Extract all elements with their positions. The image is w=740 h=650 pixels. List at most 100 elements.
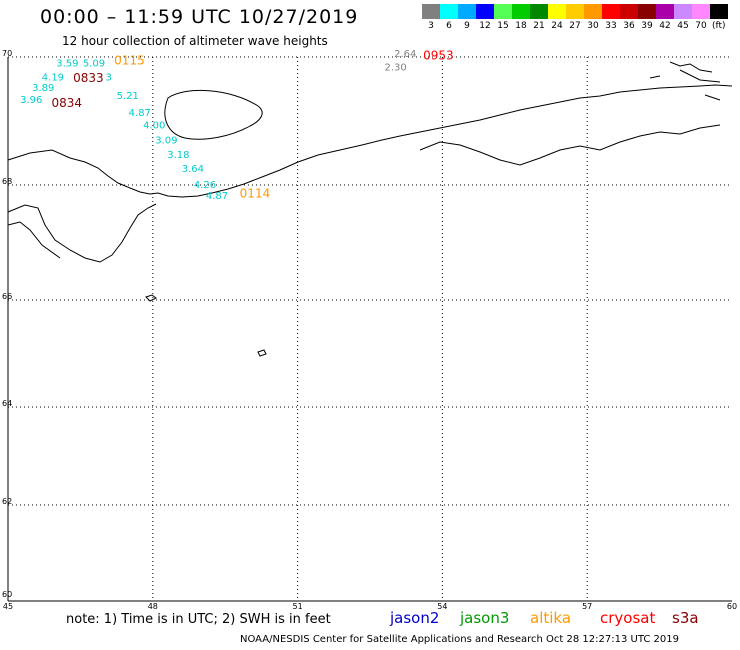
wave-height-observations: 3.59 5.09 4.19 3 3.893.96 5.21 4.87 4.00 3.09 3.1… [20,49,416,202]
scale-item: 42 [656,4,674,31]
scale-item: 36 [620,4,638,31]
wave-height-value: 4.00 [143,121,165,132]
scale-label: 30 [587,21,599,31]
wave-height-value: 4.87 [206,191,228,202]
scale-swatch [512,4,530,19]
scale-label: 36 [623,21,635,31]
scale-label: 9 [464,21,470,31]
northeast-islands [649,61,721,101]
scale-item: 3 [422,4,440,31]
lon-tick-label: 54 [437,602,447,611]
wave-height-value: 5.09 [83,59,105,70]
lat-tick-label: 70 [2,49,12,58]
scale-item: 9 [458,4,476,31]
lat-tick-label: 62 [2,497,12,506]
scale-label: 18 [515,21,527,31]
lon-tick-label: 48 [148,602,158,611]
wave-height-value: 3.18 [167,150,189,161]
mainland-coast [7,84,733,198]
scale-item: 30 [584,4,602,31]
wave-height-value: 3.89 [32,83,54,94]
scale-item: 33 [602,4,620,31]
scale-label: 21 [533,21,545,31]
scale-swatch [674,4,692,19]
wave-height-value: 5.21 [117,91,139,102]
scale-item: 6 [440,4,458,31]
wave-height-value: 3.59 [56,59,78,70]
scale-label: 6 [446,21,452,31]
satellite-legend-item: jason2 [390,609,440,627]
wave-height-value: 2.30 [384,62,406,73]
scale-label: 15 [497,21,509,31]
scale-label: 24 [551,21,563,31]
scale-swatch [494,4,512,19]
satellite-legend-item: s3a [672,609,699,627]
scale-item: 21 [530,4,548,31]
scale-item: 18 [512,4,530,31]
scale-swatch [710,4,728,19]
scale-label: 70 [695,21,707,31]
delta-coast [419,124,721,166]
scale-label: 42 [659,21,671,31]
wave-height-value: 4.19 [42,73,64,84]
satellite-legend-item: jason3 [460,609,510,627]
islet-2 [257,349,267,357]
wave-height-value: 3.09 [155,135,177,146]
satellite-legend-item: altika [530,609,572,627]
scale-swatch [584,4,602,19]
axis-tick-labels: 45 48 51 54 57 60 70 68 66 64 62 60 [2,49,737,611]
map-frame [7,57,732,602]
scale-item: 39 [638,4,656,31]
color-scale-legend: 3 6 9 12 15 18 21 24 27 30 33 36 39 42 45 70 [422,4,728,31]
lat-tick-label: 68 [2,177,12,186]
lat-tick-label: 60 [2,590,12,599]
pass-time-labels: 0115 0833 0834 0114 0953 [51,49,453,201]
pass-time-label: 0833 [73,71,104,85]
peninsula-lower-coast [7,221,61,259]
wave-height-value: 3 [105,73,111,84]
scale-item: 70 [692,4,710,31]
scale-item: 12 [476,4,494,31]
pass-time-label: 0953 [423,49,454,63]
scale-label: 3 [428,21,434,31]
lon-tick-label: 60 [727,602,737,611]
scale-swatch [620,4,638,19]
pass-time-label: 0834 [51,96,82,110]
scale-label: 45 [677,21,689,31]
wave-height-value: 4.26 [194,180,216,191]
lon-tick-label: 51 [293,602,303,611]
scale-item: 15 [494,4,512,31]
scale-swatch [530,4,548,19]
pass-time-label: 0114 [240,187,271,201]
scale-swatch [602,4,620,19]
lat-lon-grid [8,56,732,601]
scale-swatch [548,4,566,19]
islet-1 [145,294,157,302]
scale-swatch [638,4,656,19]
scale-swatch [440,4,458,19]
satellite-legend-item: cryosat [600,609,656,627]
scale-label: 27 [569,21,581,31]
scale-item: 45 [674,4,692,31]
scale-item: 27 [566,4,584,31]
scale-item: 24 [548,4,566,31]
island-north [164,89,263,140]
scale-swatch [692,4,710,19]
lat-tick-label: 64 [2,399,12,408]
map-subtitle: 12 hour collection of altimeter wave hei… [62,34,328,48]
scale-item [710,4,728,31]
wave-height-value: 3.96 [20,95,42,106]
scale-swatch [566,4,584,19]
wave-height-value: 4.87 [129,108,151,119]
footer-credit: NOAA/NESDIS Center for Satellite Applica… [240,634,679,645]
scale-label: 12 [479,21,491,31]
scale-swatch [458,4,476,19]
wave-height-value: 3.64 [182,164,204,175]
scale-swatch [476,4,494,19]
pass-time-label: 0115 [114,54,145,68]
lon-tick-label: 57 [582,602,592,611]
scale-unit-label: (ft) [712,21,726,31]
wave-height-value: 2.64 [394,49,416,60]
scale-swatch [422,4,440,19]
